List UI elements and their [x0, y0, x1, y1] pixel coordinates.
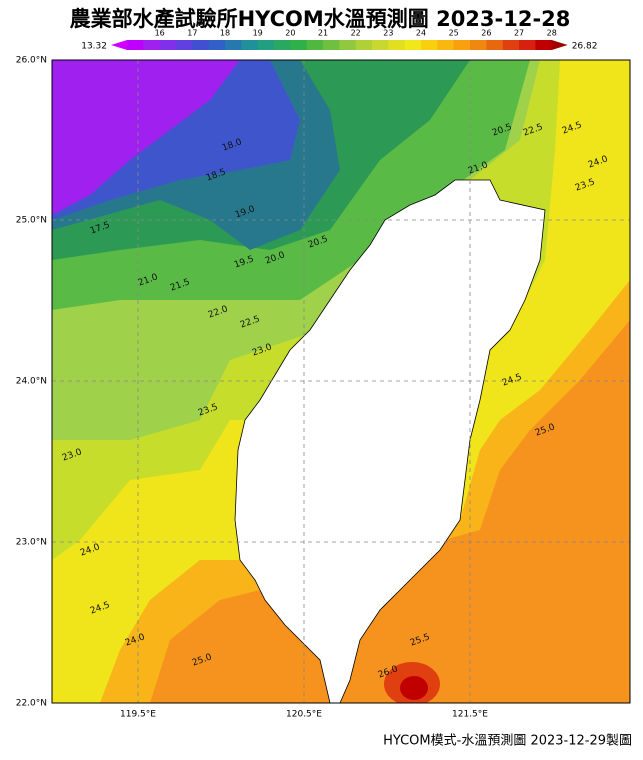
- map: 18.018.517.519.019.5 20.020.521.0 21.522.0…: [52, 60, 630, 703]
- lat-label: 23.0°N: [16, 538, 47, 548]
- colorbar-box: [355, 40, 373, 50]
- colorbar-box: [306, 40, 324, 50]
- colorbar-tick-label: 25: [449, 29, 459, 38]
- colorbar-tick-label: 28: [547, 29, 557, 38]
- colorbar-max-label: 26.82: [572, 42, 598, 52]
- colorbar-box: [470, 40, 487, 50]
- colorbar-tick-label: 16: [155, 29, 165, 38]
- colorbar-box: [257, 40, 275, 50]
- colorbar-tick-label: 19: [253, 29, 263, 38]
- lat-label: 25.0°N: [16, 216, 47, 226]
- colorbar: 13.32 26.82 16 17 18 19 20 21 22 23 24 25 26 27 28: [81, 29, 597, 52]
- colorbar-box: [225, 40, 242, 50]
- colorbar-box: [241, 40, 259, 50]
- colorbar-box: [176, 40, 193, 50]
- colorbar-box: [290, 40, 308, 50]
- colorbar-tick-label: 27: [514, 29, 524, 38]
- colorbar-tick-label: 26: [481, 29, 491, 38]
- colorbar-box: [159, 40, 177, 50]
- colorbar-box: [486, 40, 504, 50]
- colorbar-box: [274, 40, 291, 50]
- colorbar-box: [208, 40, 226, 50]
- map-frame: [51, 59, 631, 704]
- colorbar-box: [421, 40, 438, 50]
- colorbar-tick-label: 24: [416, 29, 426, 38]
- lat-label: 22.0°N: [16, 699, 47, 709]
- lon-label: 119.5°E: [120, 710, 156, 720]
- colorbar-box: [404, 40, 422, 50]
- colorbar-box: [502, 40, 520, 50]
- colorbar-tick-label: 22: [351, 29, 361, 38]
- colorbar-box: [127, 40, 144, 50]
- lon-label: 121.5°E: [452, 710, 488, 720]
- colorbar-box: [192, 40, 210, 50]
- colorbar-box: [323, 40, 340, 50]
- colorbar-low-arrow: [111, 40, 127, 50]
- graticule: [52, 60, 630, 703]
- colorbar-min-label: 13.32: [81, 42, 107, 52]
- colorbar-box: [437, 40, 455, 50]
- footer: HYCOM模式-水溫預測圖 2023-12-29製圖: [383, 734, 632, 749]
- colorbar-tick-label: 17: [187, 29, 197, 38]
- colorbar-box: [372, 40, 389, 50]
- colorbar-box: [453, 40, 471, 50]
- lat-label: 26.0°N: [16, 56, 47, 66]
- colorbar-box: [388, 40, 406, 50]
- colorbar-box: [143, 40, 161, 50]
- colorbar-box: [519, 40, 536, 50]
- colorbar-tick-label: 23: [383, 29, 393, 38]
- colorbar-tick-label: 21: [318, 29, 328, 38]
- lat-label: 24.0°N: [16, 377, 47, 387]
- colorbar-tick-label: 18: [220, 29, 230, 38]
- colorbar-tick-label: 20: [285, 29, 295, 38]
- colorbar-high-arrow: [551, 40, 568, 50]
- title: 農業部水產試驗所HYCOM水溫預測圖 2023-12-28: [70, 7, 571, 31]
- axes: 26.0°N 25.0°N 24.0°N 23.0°N 22.0°N 119.5°E 120…: [16, 56, 489, 720]
- lon-label: 120.5°E: [286, 710, 322, 720]
- colorbar-box: [339, 40, 357, 50]
- colorbar-box: [535, 40, 553, 50]
